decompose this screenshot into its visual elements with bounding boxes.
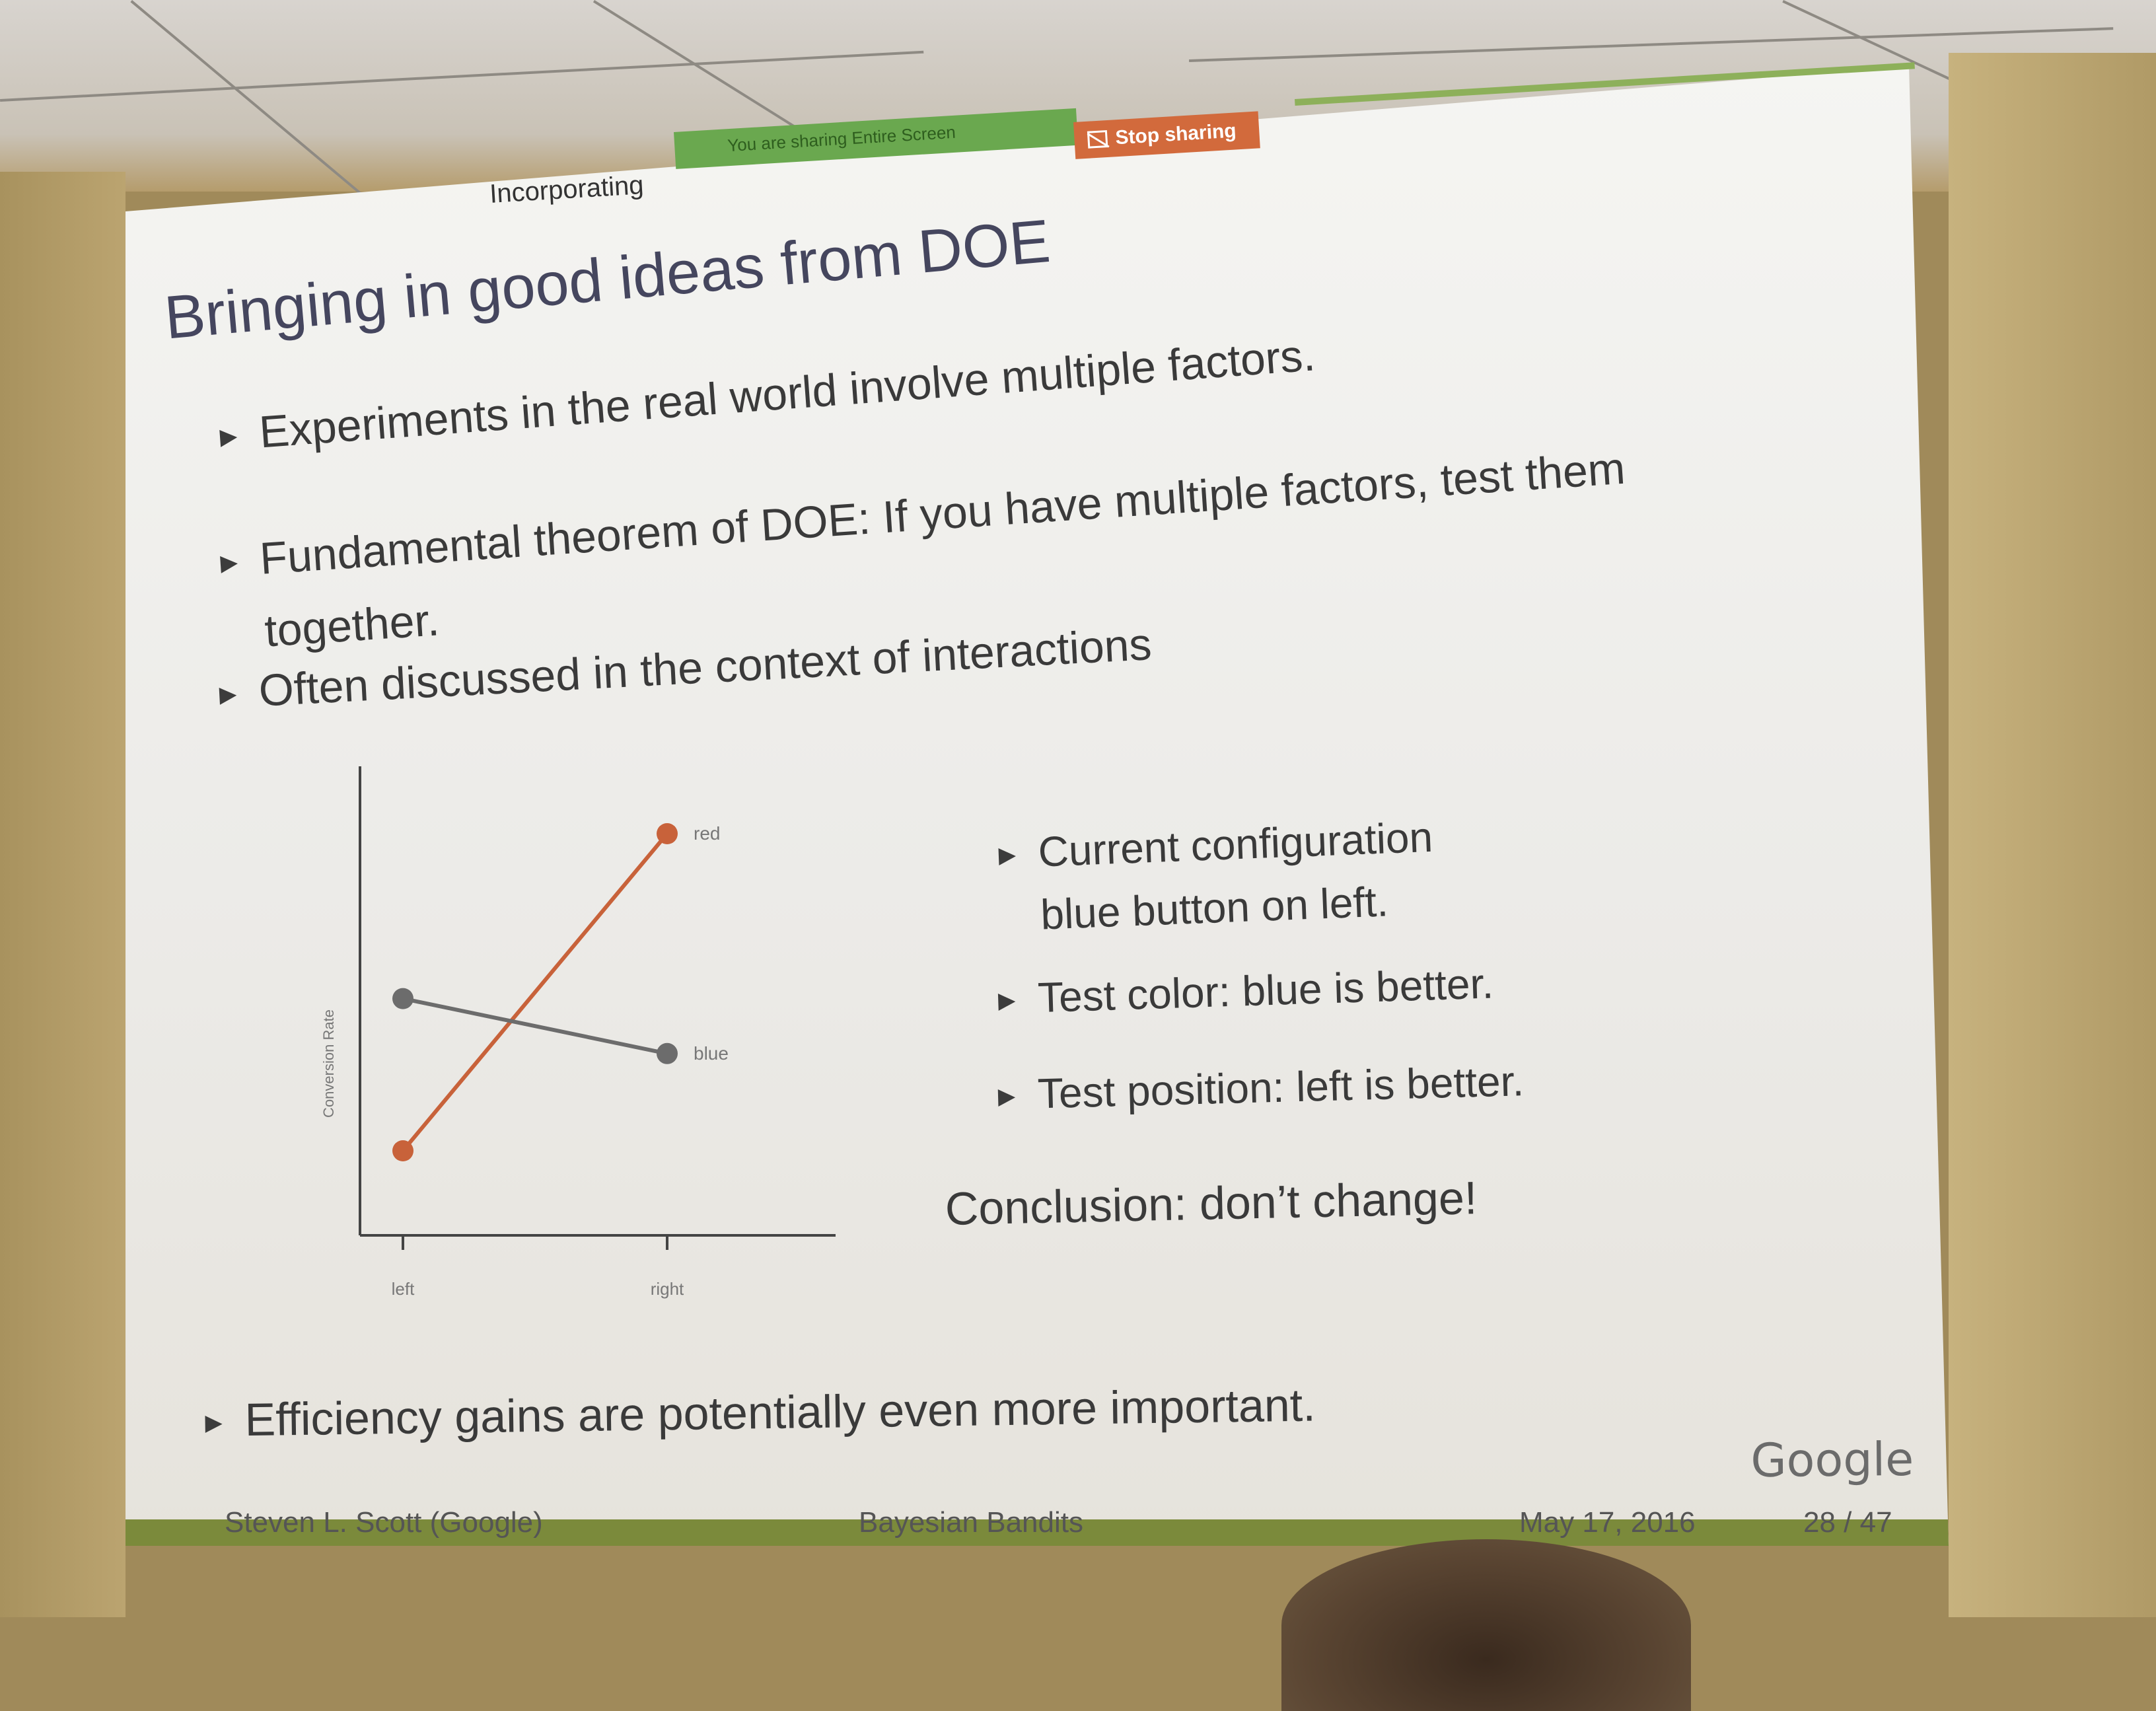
series-label-red: red [694,823,720,844]
footer-author: Steven L. Scott (Google) [225,1506,543,1539]
footer-page-number: 28 / 47 [1803,1506,1892,1539]
series-point-blue [657,1042,678,1064]
ceiling-tile-line [0,50,924,102]
wall-right [1949,53,2156,1617]
series-line-red [401,832,669,1152]
bullet-arrow-icon [220,555,238,573]
bullet-text: Current configuration [1037,813,1434,876]
footer-date: May 17, 2016 [1519,1506,1696,1539]
series-line-blue [402,996,668,1056]
bullet-arrow-icon [219,429,238,447]
bullet-arrow-icon [205,1415,223,1433]
y-axis-label: Conversion Rate [320,1009,337,1118]
footer-talk-title: Bayesian Bandits [859,1506,1083,1539]
right-bullet-item: Current configuration blue button on lef… [997,806,1436,948]
series-point-red [392,1140,413,1161]
stop-sharing-label: Stop sharing [1114,120,1237,149]
bullet-arrow-icon [997,993,1016,1011]
bullet-arrow-icon [997,1089,1016,1107]
series-point-red [657,823,678,844]
projected-slide [126,66,1949,1546]
stop-share-icon [1087,130,1108,149]
conclusion-text: Conclusion: don’t change! [945,1172,1478,1235]
x-tick-label: left [392,1279,415,1299]
x-tick-label: right [651,1279,684,1299]
series-label-blue: blue [694,1043,729,1064]
audience-head [1281,1539,1691,1711]
google-logo: Google [1750,1432,1914,1488]
interaction-chart: Conversion Rate left right red blue [320,766,836,1299]
series-point-blue [392,988,413,1009]
bullet-arrow-icon [998,848,1017,866]
bullet-arrow-icon [219,686,237,705]
sharing-status-text: You are sharing Entire Screen [727,122,956,156]
wall-left [0,172,126,1617]
